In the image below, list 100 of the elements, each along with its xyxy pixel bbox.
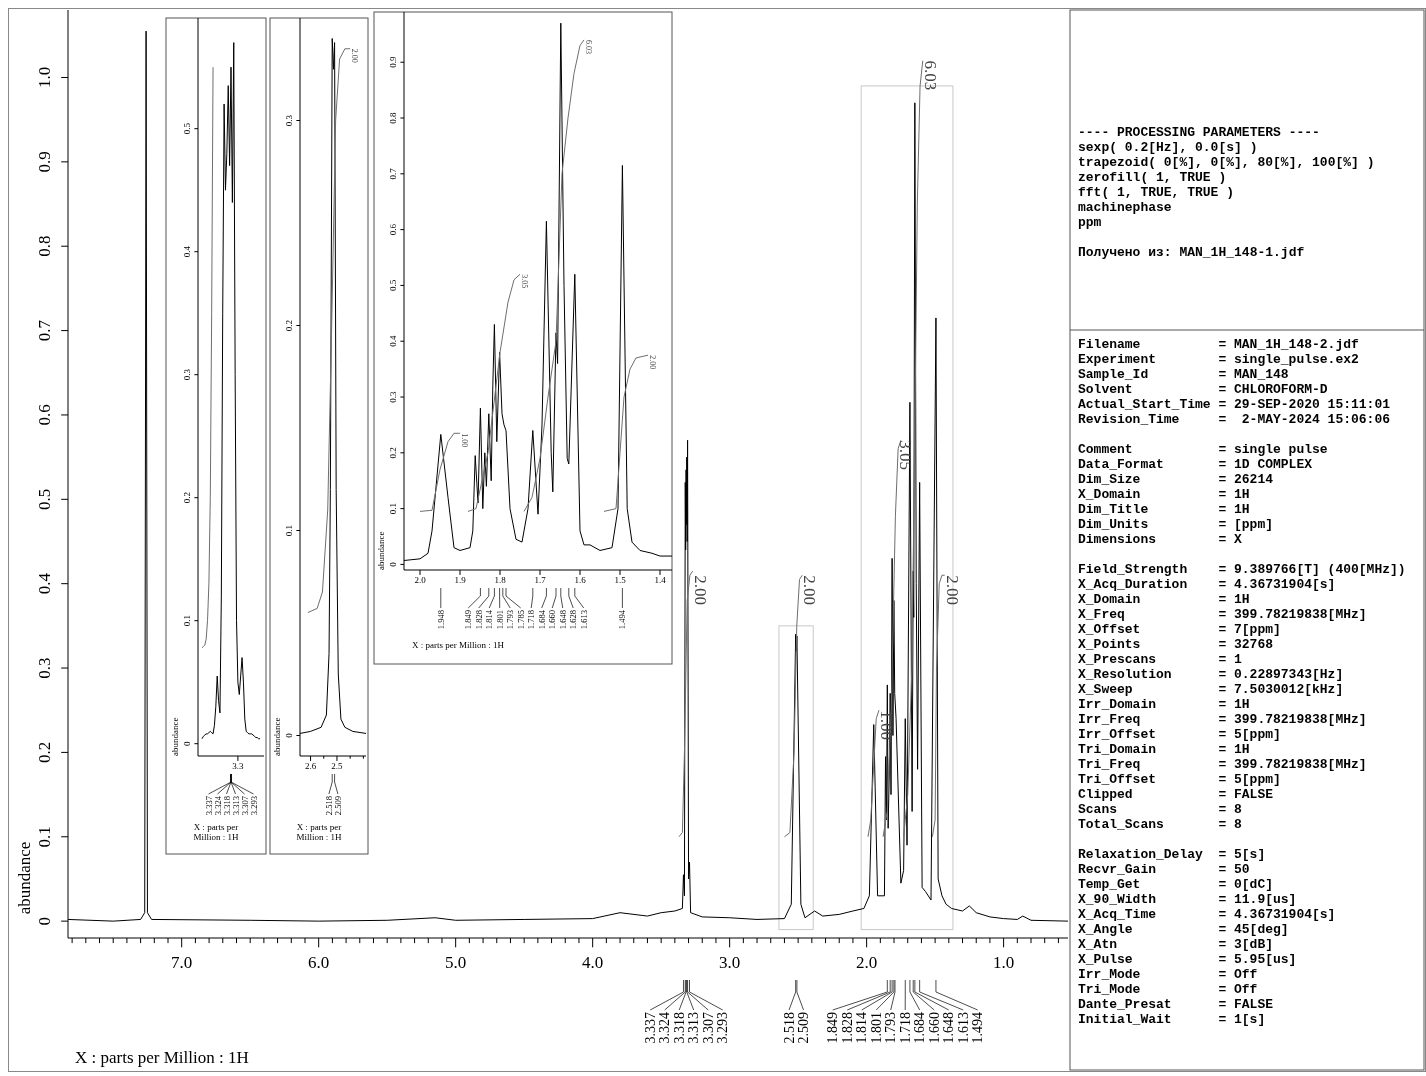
text: Dim_Units = [ppm] <box>1078 517 1274 532</box>
text: Experiment = single_pulse.ex2 <box>1078 352 1359 367</box>
x-tick-label: 1.0 <box>992 953 1015 972</box>
annotation: 1.00 <box>460 433 469 448</box>
y-tick-label: 0.7 <box>388 167 398 180</box>
annotation: 2.518 <box>323 796 334 816</box>
x-tick-label: 2.0 <box>414 575 427 585</box>
annotation: 1.718 <box>897 1012 913 1044</box>
annotation: 2.00 <box>942 575 962 605</box>
y-tick-label: 0 <box>388 561 398 567</box>
annotation: 3.293 <box>248 796 259 816</box>
y-tick-label: 0 <box>284 732 294 738</box>
annotation: 1.801 <box>868 1012 884 1044</box>
y-tick-label: 0.2 <box>388 447 398 459</box>
y-tick-label: 0.9 <box>388 56 398 68</box>
text: X_Prescans = 1 <box>1078 652 1242 667</box>
text: machinephase <box>1078 200 1172 215</box>
text: Clipped = FALSE <box>1078 787 1274 802</box>
text: Relaxation_Delay = 5[s] <box>1078 847 1266 862</box>
x-tick-label: 7.0 <box>171 953 193 972</box>
x-tick-label: 1.4 <box>654 575 667 585</box>
annotation: 1.814 <box>484 609 495 630</box>
annotation: 2.00 <box>800 575 820 605</box>
text: X_Resolution = 0.22897343[Hz] <box>1078 667 1344 682</box>
y-tick-label: 0.1 <box>35 826 54 848</box>
text: X_Acq_Time = 4.36731904[s] <box>1078 907 1336 922</box>
text: fft( 1, TRUE, TRUE ) <box>1078 185 1235 200</box>
y-tick-label: 0.3 <box>182 368 192 381</box>
annotation: 2.509 <box>332 796 343 816</box>
text: Irr_Offset = 5[ppm] <box>1078 727 1281 742</box>
annotation: 1.828 <box>839 1012 855 1044</box>
annotation: 1.948 <box>435 610 446 630</box>
annotation: 1.494 <box>617 609 628 630</box>
annotation: 1.684 <box>536 609 547 630</box>
x-tick-label: 1.6 <box>574 575 587 585</box>
text: X_Atn = 3[dB] <box>1078 937 1274 952</box>
annotation: 1.613 <box>955 1012 971 1044</box>
text: X_90_Width = 11.9[us] <box>1078 892 1297 907</box>
x-tick-label: 1.5 <box>614 575 627 585</box>
x-axis-title: X : parts per Million : 1H <box>75 1048 249 1067</box>
annotation: 3.318 <box>221 796 232 816</box>
annotation: 1.660 <box>926 1012 942 1044</box>
text: X_Freq = 399.78219838[MHz] <box>1078 607 1367 622</box>
text: ppm <box>1078 215 1102 230</box>
x-axis-title: X : parts per Million : 1H <box>412 640 505 650</box>
annotation: 1.793 <box>505 610 516 630</box>
text: Scans = 8 <box>1078 802 1242 817</box>
y-tick-label: 0.3 <box>284 114 294 127</box>
y-tick-label: 0.4 <box>35 572 54 595</box>
text: Tri_Freq = 399.78219838[MHz] <box>1078 757 1367 772</box>
text: Dante_Presat = FALSE <box>1078 997 1274 1012</box>
annotation: 1.660 <box>547 610 558 630</box>
annotation: 2.518 <box>781 1012 797 1044</box>
y-tick-label: 0.5 <box>182 122 192 135</box>
text: Tri_Domain = 1H <box>1078 742 1250 757</box>
text: trapezoid( 0[%], 0[%], 80[%], 100[%] ) <box>1078 155 1375 170</box>
y-tick-label: 0.1 <box>284 524 294 537</box>
y-axis-title: abundance <box>170 717 180 756</box>
text: X_Pulse = 5.95[us] <box>1078 952 1297 967</box>
y-tick-label: 0.4 <box>388 335 398 347</box>
annotation: 3.313 <box>686 1012 702 1044</box>
y-tick-label: 0.3 <box>35 657 54 679</box>
annotation: 1.793 <box>883 1012 899 1044</box>
annotation: 3.337 <box>642 1012 658 1044</box>
text: Field_Strength = 9.389766[T] (400[MHz]) <box>1078 562 1406 577</box>
y-tick-label: 0.2 <box>182 492 192 504</box>
text: X_Offset = 7[ppm] <box>1078 622 1281 637</box>
text: sexp( 0.2[Hz], 0.0[s] ) <box>1078 140 1258 155</box>
annotation: 3.324 <box>212 795 223 816</box>
y-tick-label: 0.6 <box>388 223 398 236</box>
text: Comment = single pulse <box>1078 442 1328 457</box>
x-tick-label: 1.7 <box>534 575 547 585</box>
x-tick-label: 2.5 <box>331 761 344 771</box>
x-tick-label: 1.8 <box>494 575 507 585</box>
text: Recvr_Gain = 50 <box>1078 862 1250 877</box>
text: Получено из: MAN_1H_148-1.jdf <box>1078 245 1305 260</box>
y-tick-label: 0.8 <box>35 235 54 257</box>
text: Data_Format = 1D COMPLEX <box>1078 457 1313 472</box>
text: X_Acq_Duration = 4.36731904[s] <box>1078 577 1336 592</box>
annotation: 3.337 <box>203 796 214 816</box>
text: Dim_Title = 1H <box>1078 502 1250 517</box>
text: Dimensions = X <box>1078 532 1242 547</box>
annotation: 1.828 <box>473 610 484 630</box>
annotation: 1.613 <box>578 610 589 630</box>
y-tick-label: 0 <box>35 916 54 926</box>
annotation: 3.293 <box>715 1012 731 1044</box>
y-tick-label: 0.9 <box>35 151 54 173</box>
x-tick-label: 3.3 <box>232 761 245 771</box>
annotation: 2.00 <box>690 575 710 605</box>
y-tick-label: 1.0 <box>35 66 54 89</box>
y-tick-label: 0.8 <box>388 111 398 124</box>
x-tick-label: 2.6 <box>304 761 317 771</box>
y-tick-label: 0.3 <box>388 390 398 403</box>
y-tick-label: 0 <box>182 740 192 746</box>
text: Solvent = CHLOROFORM-D <box>1078 382 1328 397</box>
annotation: 3.324 <box>657 1012 673 1044</box>
annotation: 1.648 <box>941 1012 957 1044</box>
y-tick-label: 0.6 <box>35 404 54 426</box>
text: Revision_Time = 2-MAY-2024 15:06:06 <box>1078 412 1391 427</box>
x-tick-label: 2.0 <box>856 953 878 972</box>
